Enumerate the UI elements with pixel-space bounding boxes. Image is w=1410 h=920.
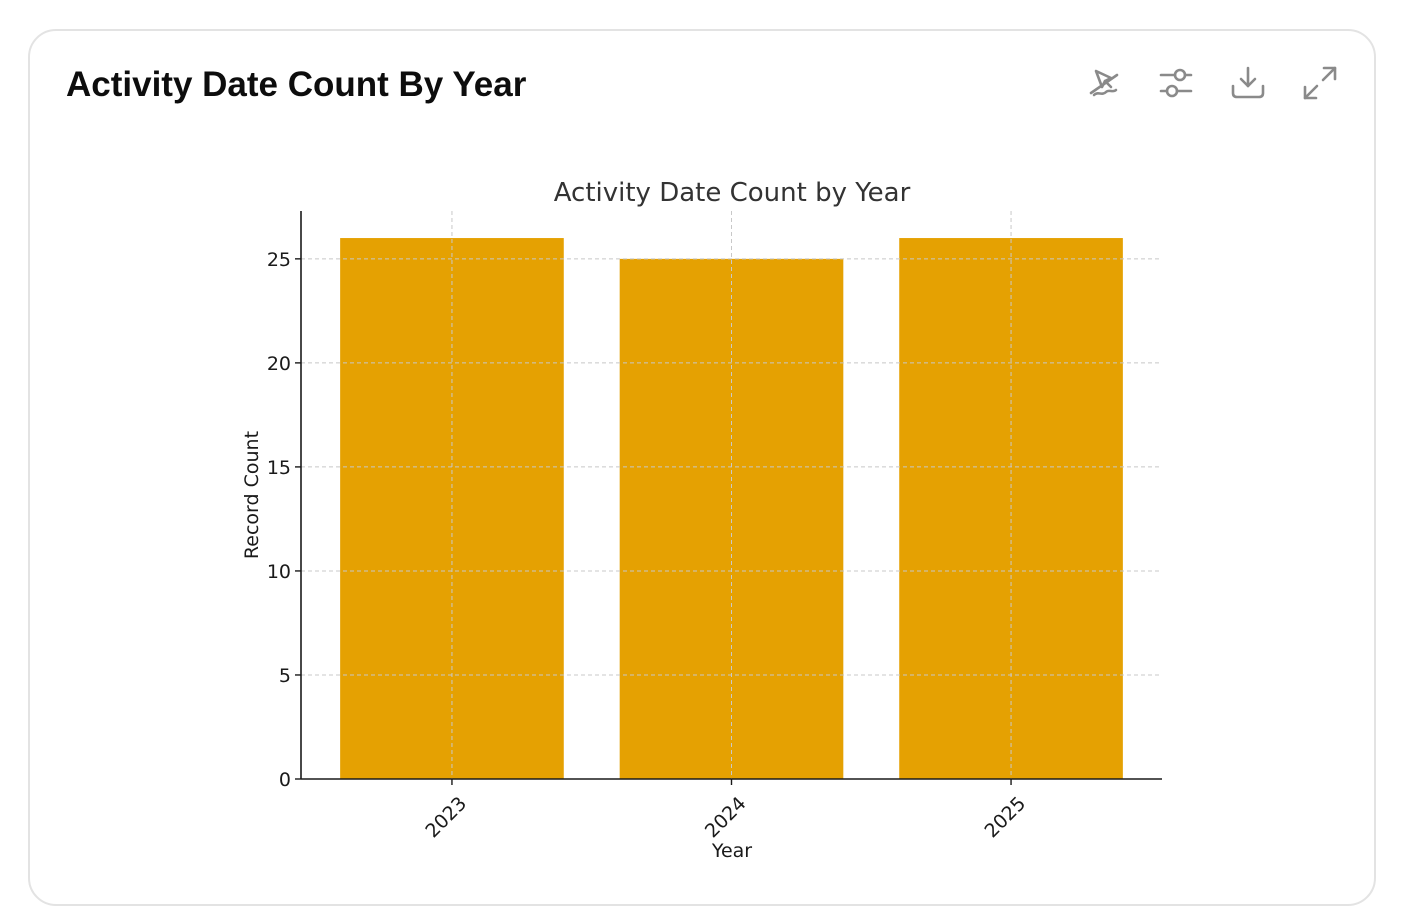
- grid-lines: [301, 211, 1162, 779]
- settings-button[interactable]: [1158, 65, 1194, 101]
- chart-title: Activity Date Count by Year: [554, 178, 911, 208]
- y-tick-label: 5: [279, 665, 291, 687]
- interactivity-off-icon: [1089, 69, 1119, 97]
- x-tick-label: 2025: [980, 793, 1030, 843]
- y-axis-label: Record Count: [241, 431, 263, 559]
- y-tick-label: 10: [267, 561, 291, 583]
- y-tick-label: 20: [267, 353, 291, 375]
- expand-icon: [1303, 66, 1337, 100]
- y-tick-label: 15: [267, 457, 291, 479]
- expand-button[interactable]: [1302, 65, 1338, 101]
- card-title: Activity Date Count By Year: [66, 65, 527, 104]
- y-tick-label: 25: [267, 249, 291, 271]
- download-button[interactable]: [1230, 65, 1266, 101]
- x-axis-label: Year: [711, 840, 752, 862]
- x-tick-label: 2024: [701, 793, 751, 843]
- x-tick-label: 2023: [421, 793, 471, 843]
- bar-2024: [619, 258, 844, 779]
- settings-sliders-icon: [1159, 68, 1193, 98]
- y-tick-label: 0: [279, 769, 291, 791]
- download-icon: [1231, 66, 1265, 99]
- interactivity-off-button[interactable]: [1086, 65, 1122, 101]
- chart-toolbar: [1086, 65, 1338, 101]
